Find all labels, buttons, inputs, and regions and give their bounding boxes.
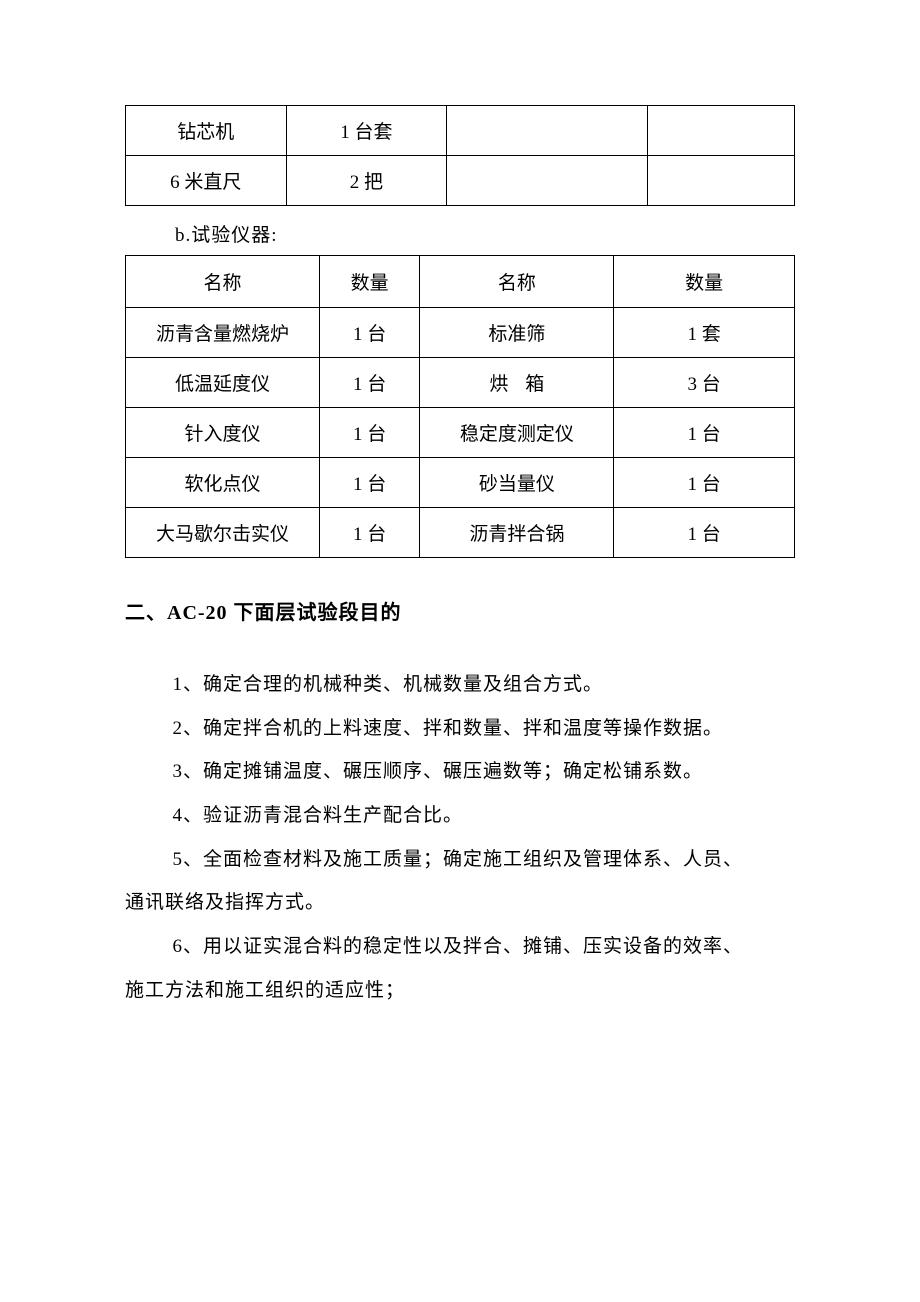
cell-qty: 1 台: [614, 508, 795, 558]
cell-name: 砂当量仪: [420, 458, 614, 508]
cell-name: 软化点仪: [126, 458, 320, 508]
heading-ac20: AC-20: [167, 602, 228, 624]
table-row: 大马歇尔击实仪 1 台 沥青拌合锅 1 台: [126, 508, 795, 558]
paragraph-6-cont: 施工方法和施工组织的适应性；: [125, 969, 795, 1013]
cell-qty: 1 台: [320, 308, 420, 358]
cell-name: 标准筛: [420, 308, 614, 358]
cell-qty: 1 台: [614, 408, 795, 458]
label-test-instruments: b.试验仪器:: [125, 212, 795, 255]
cell-name: 烘 箱: [420, 358, 614, 408]
paragraph-3: 3、确定摊铺温度、碾压顺序、碾压遍数等；确定松铺系数。: [125, 750, 795, 794]
table-row: 钻芯机 1 台套: [126, 106, 795, 156]
table-row: 针入度仪 1 台 稳定度测定仪 1 台: [126, 408, 795, 458]
header-name-2: 名称: [420, 256, 614, 308]
header-qty-2: 数量: [614, 256, 795, 308]
paragraph-5: 5、全面检查材料及施工质量；确定施工组织及管理体系、人员、: [125, 838, 795, 882]
section-heading: 二、AC-20 下面层试验段目的: [125, 596, 795, 625]
cell-qty: 1 套: [614, 308, 795, 358]
cell-qty: 1 台: [614, 458, 795, 508]
cell-empty: [647, 156, 794, 206]
cell-qty: 2 把: [286, 156, 447, 206]
table-header-row: 名称 数量 名称 数量: [126, 256, 795, 308]
instrument-table: 名称 数量 名称 数量 沥青含量燃烧炉 1 台 标准筛 1 套 低温延度仪 1 …: [125, 255, 795, 558]
cell-qty: 1 台: [320, 408, 420, 458]
paragraph-5-cont: 通讯联络及指挥方式。: [125, 881, 795, 925]
cell-name: 大马歇尔击实仪: [126, 508, 320, 558]
table-row: 软化点仪 1 台 砂当量仪 1 台: [126, 458, 795, 508]
paragraph-2: 2、确定拌合机的上料速度、拌和数量、拌和温度等操作数据。: [125, 707, 795, 751]
cell-qty: 1 台套: [286, 106, 447, 156]
cell-empty: [647, 106, 794, 156]
cell-qty: 3 台: [614, 358, 795, 408]
cell-name: 针入度仪: [126, 408, 320, 458]
cell-name: 沥青含量燃烧炉: [126, 308, 320, 358]
cell-text: 烘 箱: [489, 374, 544, 395]
cell-name: 钻芯机: [126, 106, 287, 156]
table-row: 低温延度仪 1 台 烘 箱 3 台: [126, 358, 795, 408]
header-name-1: 名称: [126, 256, 320, 308]
cell-name: 6 米直尺: [126, 156, 287, 206]
heading-suffix: 下面层试验段目的: [228, 602, 402, 624]
paragraph-6: 6、用以证实混合料的稳定性以及拌合、摊铺、压实设备的效率、: [125, 925, 795, 969]
paragraph-1: 1、确定合理的机械种类、机械数量及组合方式。: [125, 663, 795, 707]
cell-qty: 1 台: [320, 508, 420, 558]
spacer: [508, 374, 525, 395]
cell-empty: [447, 106, 648, 156]
cell-empty: [447, 156, 648, 206]
equipment-table-1: 钻芯机 1 台套 6 米直尺 2 把: [125, 105, 795, 206]
table-row: 沥青含量燃烧炉 1 台 标准筛 1 套: [126, 308, 795, 358]
cell-name: 稳定度测定仪: [420, 408, 614, 458]
cell-name: 低温延度仪: [126, 358, 320, 408]
cell-name: 沥青拌合锅: [420, 508, 614, 558]
cell-qty: 1 台: [320, 458, 420, 508]
paragraph-4: 4、验证沥青混合料生产配合比。: [125, 794, 795, 838]
header-qty-1: 数量: [320, 256, 420, 308]
heading-prefix: 二、: [125, 602, 167, 624]
cell-qty: 1 台: [320, 358, 420, 408]
table-row: 6 米直尺 2 把: [126, 156, 795, 206]
